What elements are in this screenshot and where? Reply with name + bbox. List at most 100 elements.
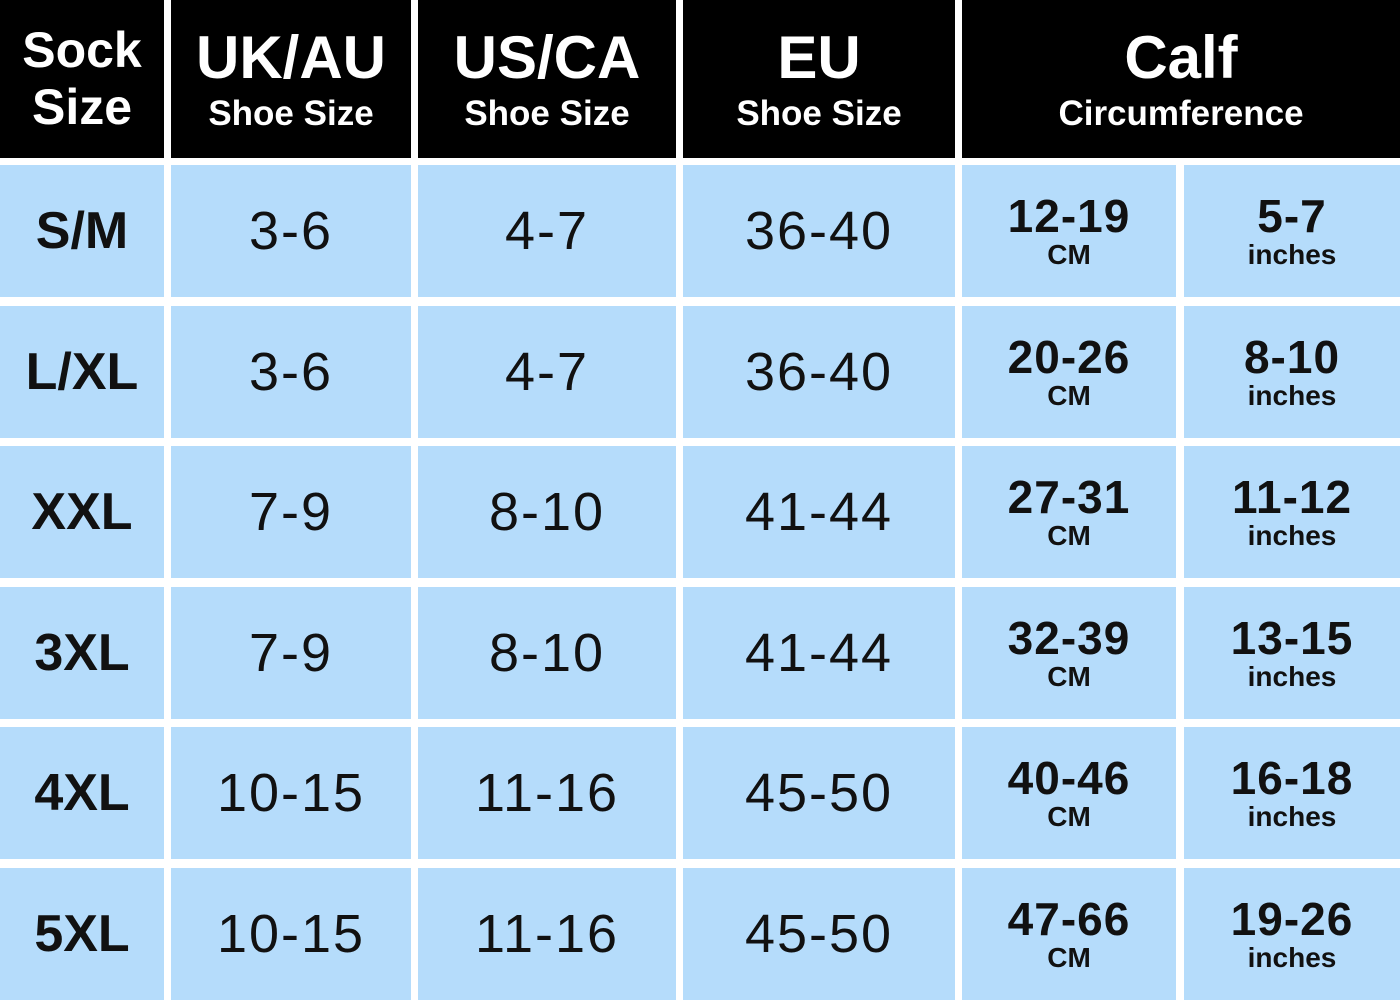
uk-cell: 7-9: [171, 446, 411, 579]
header-title: US/CA: [453, 23, 641, 91]
uk-size: 7-9: [248, 622, 334, 683]
header-subtitle: Circumference: [1058, 93, 1304, 133]
cm-cell: 20-26 CM: [962, 305, 1176, 438]
sock-size: XXL: [31, 483, 133, 542]
sock-size: L/XL: [25, 342, 139, 401]
uk-cell: 3-6: [171, 305, 411, 438]
calf-cm: 20-26: [1007, 330, 1131, 383]
us-size: 8-10: [488, 622, 606, 683]
us-cell: 8-10: [418, 446, 676, 579]
cm-unit: CM: [1047, 239, 1091, 270]
header-title: Sock: [22, 21, 142, 78]
calf-cm: 12-19: [1007, 190, 1131, 242]
cm-cell: 12-19 CM: [962, 165, 1176, 297]
header-subtitle: Shoe Size: [208, 93, 374, 133]
us-size: 4-7: [504, 341, 590, 402]
us-cell: 8-10: [418, 586, 676, 719]
cm-unit: CM: [1047, 801, 1091, 833]
eu-cell: 45-50: [683, 868, 955, 1000]
cm-unit: CM: [1047, 379, 1091, 411]
eu-cell: 41-44: [683, 586, 955, 719]
us-size: 11-16: [474, 763, 620, 824]
eu-size: 45-50: [744, 904, 894, 964]
eu-size: 41-44: [744, 622, 894, 683]
size-cell: L/XL: [0, 305, 164, 438]
us-cell: 11-16: [418, 868, 676, 1000]
calf-inches: 5-7: [1257, 190, 1327, 242]
eu-cell: 41-44: [683, 446, 955, 579]
inch-unit: inches: [1247, 942, 1337, 973]
inch-cell: 8-10 inches: [1184, 305, 1400, 438]
us-cell: 4-7: [418, 305, 676, 438]
calf-inches: 8-10: [1243, 330, 1341, 383]
uk-size: 3-6: [248, 341, 334, 402]
us-cell: 4-7: [418, 165, 676, 297]
header-title: Calf: [1124, 23, 1238, 91]
uk-size: 10-15: [216, 763, 366, 824]
inch-cell: 19-26 inches: [1184, 868, 1400, 1000]
us-size: 4-7: [504, 201, 590, 261]
calf-cm: 32-39: [1007, 611, 1131, 664]
header-subtitle: Shoe Size: [464, 93, 630, 133]
us-size: 8-10: [488, 482, 606, 543]
header-cell: Sock Size: [0, 0, 164, 158]
cm-cell: 47-66 CM: [962, 868, 1176, 1000]
uk-cell: 7-9: [171, 586, 411, 719]
uk-size: 3-6: [248, 201, 334, 261]
cm-cell: 32-39 CM: [962, 586, 1176, 719]
sock-size: 3XL: [34, 623, 130, 682]
inch-unit: inches: [1247, 239, 1337, 270]
us-size: 11-16: [474, 904, 620, 964]
sock-size: 5XL: [34, 905, 130, 963]
uk-size: 10-15: [216, 904, 366, 964]
eu-cell: 36-40: [683, 305, 955, 438]
uk-cell: 3-6: [171, 165, 411, 297]
calf-inches: 19-26: [1230, 893, 1354, 945]
header-cell: US/CA Shoe Size: [418, 0, 676, 158]
size-cell: S/M: [0, 165, 164, 297]
cm-unit: CM: [1047, 520, 1091, 552]
uk-size: 7-9: [248, 482, 334, 543]
cm-cell: 27-31 CM: [962, 446, 1176, 579]
calf-inches: 13-15: [1230, 611, 1354, 664]
uk-cell: 10-15: [171, 727, 411, 860]
inch-cell: 5-7 inches: [1184, 165, 1400, 297]
eu-size: 45-50: [744, 763, 894, 824]
size-cell: 4XL: [0, 727, 164, 860]
header-title: Size: [31, 79, 133, 135]
cm-unit: CM: [1047, 942, 1091, 973]
inch-unit: inches: [1247, 660, 1337, 692]
inch-cell: 16-18 inches: [1184, 727, 1400, 860]
inch-unit: inches: [1247, 801, 1337, 833]
cm-cell: 40-46 CM: [962, 727, 1176, 860]
sock-size: S/M: [35, 202, 129, 260]
cm-unit: CM: [1047, 660, 1091, 692]
size-cell: 5XL: [0, 868, 164, 1000]
calf-cm: 40-46: [1007, 752, 1131, 805]
header-title: UK/AU: [196, 23, 386, 91]
inch-unit: inches: [1247, 520, 1337, 552]
eu-size: 36-40: [744, 201, 894, 261]
header-subtitle: Shoe Size: [736, 93, 902, 133]
inch-unit: inches: [1247, 379, 1337, 411]
eu-size: 36-40: [744, 341, 894, 402]
eu-cell: 45-50: [683, 727, 955, 860]
header-cell: EU Shoe Size: [683, 0, 955, 158]
calf-inches: 16-18: [1230, 752, 1354, 805]
eu-cell: 36-40: [683, 165, 955, 297]
inch-cell: 13-15 inches: [1184, 586, 1400, 719]
size-cell: 3XL: [0, 586, 164, 719]
header-cell: Calf Circumference: [962, 0, 1400, 158]
us-cell: 11-16: [418, 727, 676, 860]
calf-cm: 47-66: [1007, 893, 1131, 945]
calf-cm: 27-31: [1007, 471, 1131, 524]
header-title: EU: [777, 23, 861, 91]
calf-inches: 11-12: [1231, 471, 1353, 524]
uk-cell: 10-15: [171, 868, 411, 1000]
size-cell: XXL: [0, 446, 164, 579]
inch-cell: 11-12 inches: [1184, 446, 1400, 579]
sock-size: 4XL: [34, 764, 130, 823]
eu-size: 41-44: [744, 482, 894, 543]
header-cell: UK/AU Shoe Size: [171, 0, 411, 158]
